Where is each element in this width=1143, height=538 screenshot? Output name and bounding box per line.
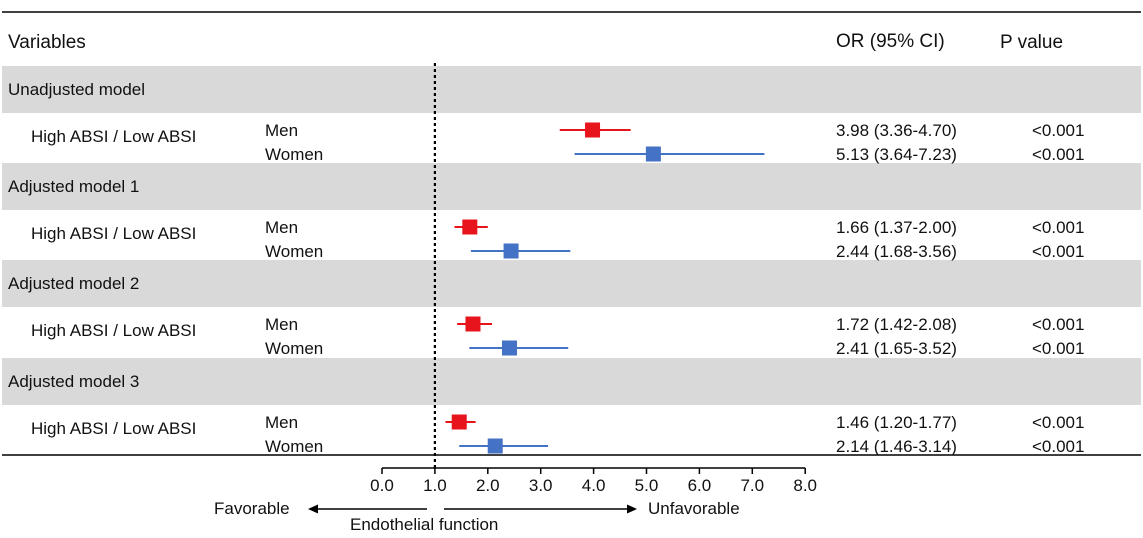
sex-label: Men [265,315,298,334]
section-title: Unadjusted model [8,80,145,99]
p-value: <0.001 [1032,121,1084,140]
x-tick-label: 3.0 [529,476,553,495]
or-marker [585,122,601,138]
or-ci-value: 1.66 (1.37-2.00) [836,218,957,237]
header-p-value: P value [1000,32,1063,53]
sex-label: Women [265,437,323,456]
sex-label: Men [265,413,298,432]
or-marker [501,340,517,356]
or-ci-value: 2.41 (1.65-3.52) [836,339,957,358]
p-value: <0.001 [1032,218,1084,237]
or-ci-value: 3.98 (3.36-4.70) [836,121,957,140]
sex-label: Women [265,145,323,164]
x-tick-label: 7.0 [740,476,764,495]
sex-label: Men [265,121,298,140]
or-ci-value: 2.14 (1.46-3.14) [836,437,957,456]
unfavorable-label: Unfavorable [648,499,740,518]
p-value: <0.001 [1032,145,1084,164]
header-or-ci: OR (95% CI) [836,31,945,52]
or-ci-value: 1.72 (1.42-2.08) [836,315,957,334]
p-value: <0.001 [1032,413,1084,432]
row-label: High ABSI / Low ABSI [31,127,196,146]
row-label: High ABSI / Low ABSI [31,224,196,243]
p-value: <0.001 [1032,315,1084,334]
right-arrow [444,504,637,514]
x-tick-label: 6.0 [688,476,712,495]
x-tick-label: 4.0 [582,476,606,495]
p-value: <0.001 [1032,339,1084,358]
x-tick-label: 1.0 [423,476,447,495]
or-ci-value: 5.13 (3.64-7.23) [836,145,957,164]
or-ci-value: 1.46 (1.20-1.77) [836,413,957,432]
left-arrow [308,504,427,514]
section-band [2,260,1141,307]
section-band [2,66,1141,113]
header-variables: Variables [8,32,86,53]
or-ci-value: 2.44 (1.68-3.56) [836,242,957,261]
x-tick-label: 8.0 [793,476,817,495]
forest-groups: Unadjusted model High ABSI / Low ABSI Men 3… [8,80,1084,456]
x-tick-label: 0.0 [370,476,394,495]
section-title: Adjusted model 2 [8,274,139,293]
p-value: <0.001 [1032,242,1084,261]
section-title: Adjusted model 3 [8,372,139,391]
or-marker [503,243,519,259]
x-tick-label: 5.0 [635,476,659,495]
section-bands [2,66,1141,405]
section-band [2,163,1141,210]
favorable-label: Favorable [214,499,290,518]
sex-label: Men [265,218,298,237]
p-value: <0.001 [1032,437,1084,456]
or-marker [462,219,478,235]
x-axis: 0.0 1.0 2.0 3.0 4.0 5.0 6.0 7.0 8.0 [370,467,817,495]
sex-label: Women [265,339,323,358]
section-title: Adjusted model 1 [8,177,139,196]
row-label: High ABSI / Low ABSI [31,419,196,438]
endothelial-function-label: Endothelial function [350,515,498,534]
x-tick-label: 2.0 [476,476,500,495]
sex-label: Women [265,242,323,261]
row-label: High ABSI / Low ABSI [31,321,196,340]
or-marker [465,316,481,332]
or-marker [645,146,661,162]
section-band [2,358,1141,405]
or-marker [451,414,467,430]
or-marker [487,438,503,454]
